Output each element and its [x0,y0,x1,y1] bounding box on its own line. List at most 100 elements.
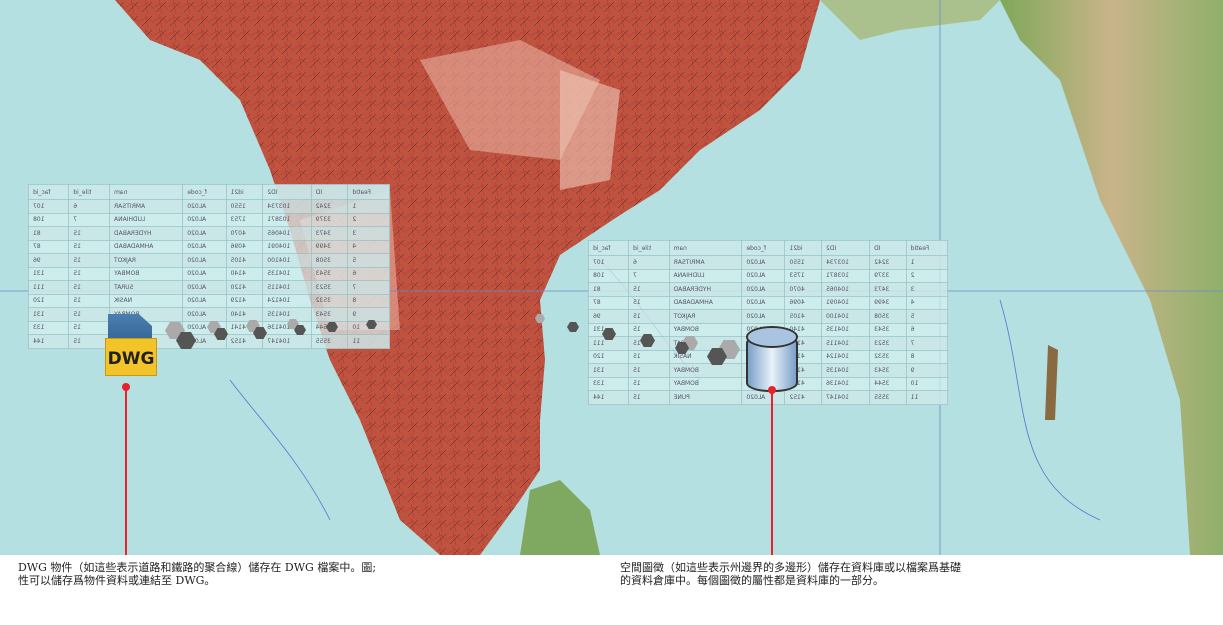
hex-connector-icon [214,328,228,340]
table-cell: 144 [28,334,69,348]
table-cell: 2 [906,269,948,283]
table-cell: AHMADABAD [109,240,183,254]
hex-connector-icon [707,348,727,365]
table-cell: 8 [906,350,948,364]
table-cell: BOMBAY [109,267,183,281]
table-header-row: FeatId ID ID2 id21 f_code nam tile_id fac_id [28,184,390,200]
table-cell: 104115 [821,336,870,350]
table-cell: 3473 [311,226,348,240]
table-cell: 87 [588,296,629,310]
map-background: FeatId ID ID2 id21 f_code nam tile_id fac_id 1 32… [0,0,1223,555]
table-cell: 3523 [311,280,348,294]
table-cell: 15 [68,253,110,267]
table-cell: 15 [68,267,110,281]
table-cell: 96 [28,253,69,267]
table-cell: 7 [347,280,390,294]
column-header: ID [311,184,348,200]
table-cell: 120 [28,294,69,308]
table-cell: 107 [28,199,69,213]
pointer-line-database [771,390,773,555]
table-cell: 4070 [784,282,822,296]
table-cell: 15 [628,377,670,391]
andaman-islands [1045,345,1058,420]
hex-connector-icon [294,325,306,335]
table-cell: 96 [588,309,629,323]
table-cell: HYDERABAD [109,226,183,240]
table-cell: 11 [347,334,390,348]
table-cell: 15 [68,240,110,254]
table-cell: 9 [906,363,948,377]
table-cell: AL020 [741,296,785,310]
column-header: FeatId [347,184,390,200]
table-cell: 4 [906,296,948,310]
hex-connector-icon [535,314,545,323]
table-cell: 104136 [821,377,870,391]
table-cell: 15 [628,282,670,296]
table-cell: 2 [347,213,390,227]
pointer-dot-dwg [122,383,130,391]
table-cell: AL020 [182,267,227,281]
table-cell: 4 [347,240,390,254]
column-header: FeatId [906,240,948,256]
table-cell: 104091 [821,296,870,310]
table-cell: 108 [588,269,629,283]
hex-connector-icon [366,320,377,329]
sri-lanka [520,480,600,555]
table-cell: 5 [347,253,390,267]
table-cell: AL020 [182,199,227,213]
table-cell: 5 [906,309,948,323]
table-cell: AL020 [182,280,227,294]
caption-dwg: DWG 物件（如這些表示道路和鐵路的聚合線）儲存在 DWG 檔案中。圖; 性可以… [18,561,377,587]
column-header: nam [669,240,742,256]
table-cell: 15 [628,363,670,377]
table-cell: 4129 [226,294,263,308]
table-cell: RAJKOT [109,253,183,267]
table-header-row: FeatId ID ID2 id21 f_code nam tile_id fac_id [588,240,948,256]
column-header: fac_id [588,240,629,256]
table-cell: 144 [588,390,629,404]
table-row: 1 3242 103734 1550 AL020 AMRITSAR 6 107 [588,255,948,269]
table-row: 935431041354140AL020BOMBAY15131 [28,307,390,321]
table-cell: 1 [347,199,390,213]
table-row: 4 3499 104091 4096 AL020 AHMADABAD 15 87 [28,240,390,254]
table-cell: 3543 [869,363,907,377]
table-cell: 131 [588,363,629,377]
table-cell: 4105 [784,309,822,323]
table-cell: 108 [28,213,69,227]
table-cell: 3379 [311,213,348,227]
table-cell: 15 [68,280,110,294]
table-cell: 15 [628,296,670,310]
table-cell: 1753 [226,213,263,227]
table-cell: AL020 [741,282,785,296]
column-header: ID2 [262,184,312,200]
table-cell: 8 [347,294,390,308]
table-cell: 104135 [821,323,870,337]
table-cell: 1 [906,255,948,269]
table-cell: 4070 [226,226,263,240]
column-header: f_code [741,240,785,256]
table-cell: 104115 [262,280,312,294]
column-header: tile_id [68,184,110,200]
table-cell: 3532 [311,294,348,308]
table-cell: 131 [28,307,69,321]
table-cell: 104100 [821,309,870,323]
table-cell: RAJKOT [669,309,742,323]
table-cell: 104147 [821,390,870,404]
hex-connector-icon [176,332,196,349]
table-cell: 133 [28,321,69,335]
table-cell: 4140 [226,267,263,281]
table-cell: AL020 [182,253,227,267]
table-cell: 104135 [262,267,312,281]
table-cell: 107 [588,255,629,269]
table-cell: 4140 [226,307,263,321]
table-cell: HYDERABAD [669,282,742,296]
table-cell: AHMADABAD [669,296,742,310]
table-cell: AL020 [182,226,227,240]
table-cell: 104124 [821,350,870,364]
table-cell: AL020 [741,255,785,269]
hex-connector-icon [675,342,689,354]
table-cell: 120 [588,350,629,364]
table-cell: 3242 [311,199,348,213]
